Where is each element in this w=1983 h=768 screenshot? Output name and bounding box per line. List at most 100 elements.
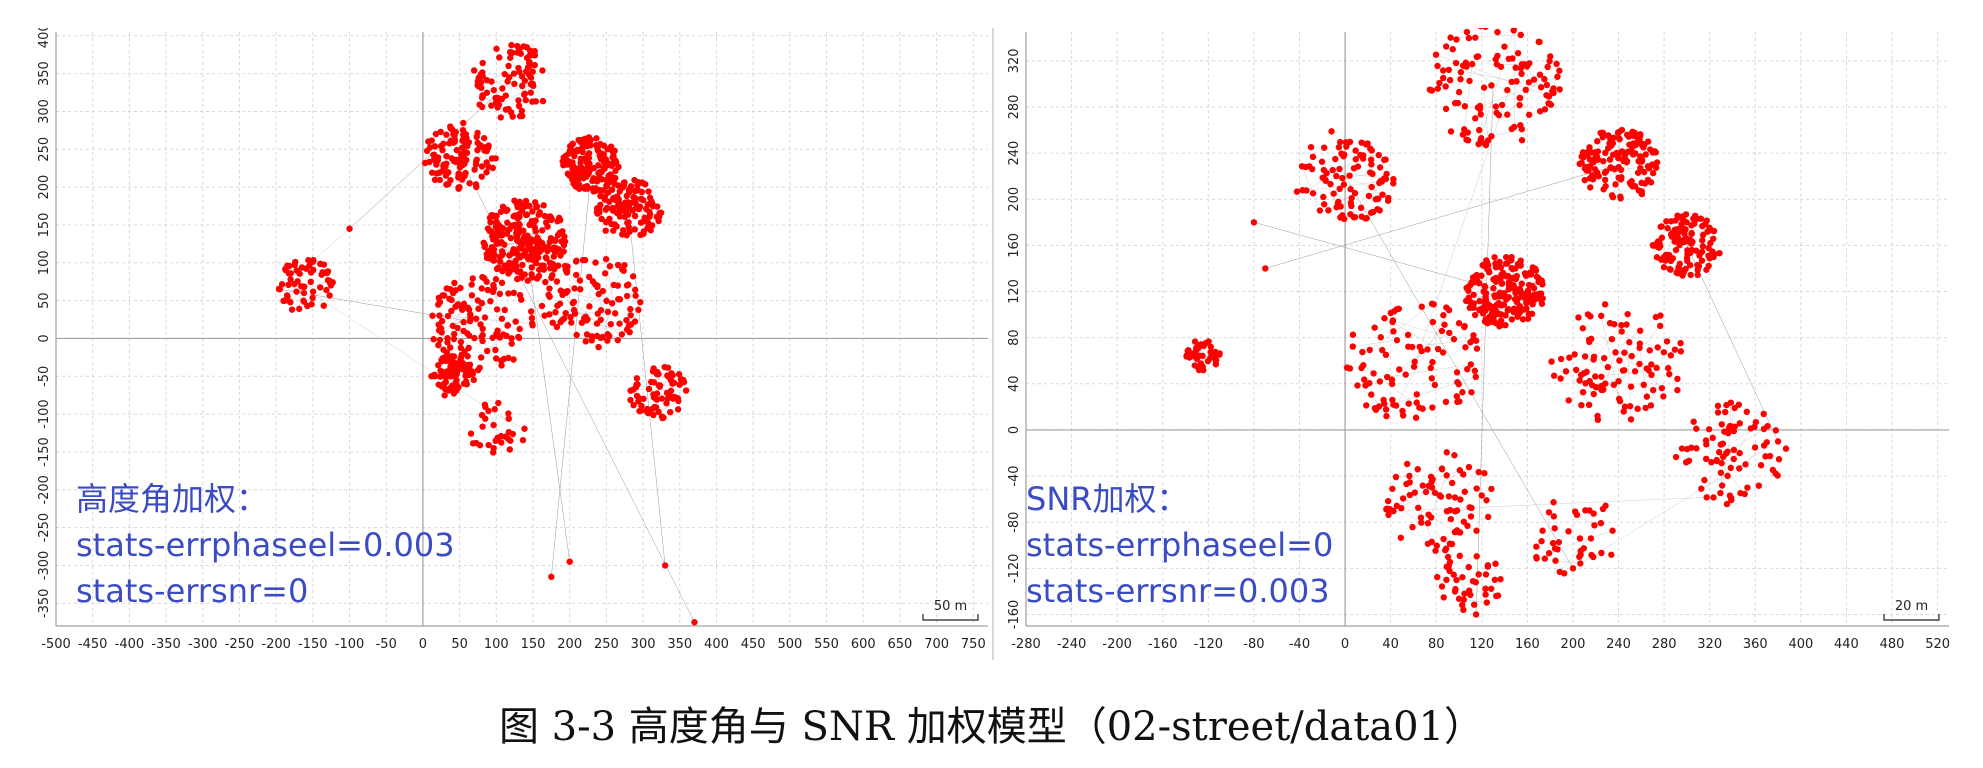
data-point [1736, 449, 1743, 457]
track-segment [498, 207, 518, 226]
data-point [475, 83, 482, 90]
data-point [433, 170, 440, 177]
data-point [1636, 360, 1643, 368]
data-point [1503, 296, 1510, 303]
data-point [1473, 485, 1480, 492]
data-point [1577, 560, 1584, 567]
data-point [556, 229, 563, 237]
data-point [514, 275, 521, 283]
x-tick-label: -200 [1102, 637, 1132, 652]
data-point [465, 332, 473, 339]
data-point [1705, 426, 1713, 433]
data-point [308, 301, 315, 308]
data-point [1443, 507, 1451, 515]
data-point [1599, 129, 1607, 137]
annotation-line: stats-errsnr=0 [76, 572, 308, 610]
data-point [489, 164, 496, 172]
track-segment [565, 292, 607, 302]
y-tick-label: 250 [37, 137, 52, 162]
data-point [600, 151, 608, 158]
data-point [1380, 396, 1387, 404]
track-segment [1450, 34, 1521, 38]
data-point [534, 234, 541, 241]
data-point [523, 54, 531, 62]
y-tick-label: 400 [37, 28, 52, 48]
data-point [468, 281, 475, 288]
data-point [660, 414, 667, 421]
data-point [1624, 310, 1631, 318]
track-segment [1463, 65, 1520, 99]
data-point [1715, 448, 1723, 456]
data-point [1674, 233, 1682, 241]
data-point [490, 285, 498, 292]
data-point [515, 238, 523, 245]
data-point [1760, 410, 1767, 418]
data-point [1652, 313, 1660, 321]
data-point [616, 296, 624, 303]
data-point [508, 335, 515, 342]
data-point [1688, 222, 1695, 229]
data-point [475, 305, 482, 312]
data-point [1752, 418, 1760, 426]
data-point [522, 96, 529, 104]
data-point [1453, 36, 1460, 43]
data-point [1480, 84, 1488, 91]
data-point [582, 338, 589, 345]
y-tick-label: 120 [1007, 279, 1022, 304]
data-point [1602, 182, 1609, 190]
data-point [557, 287, 564, 294]
data-point [1755, 482, 1763, 489]
data-point [436, 336, 444, 344]
data-point [555, 262, 562, 269]
data-point [1409, 523, 1416, 531]
data-point [461, 160, 468, 168]
data-point [501, 306, 508, 314]
data-point [1677, 348, 1685, 355]
data-point [1328, 128, 1335, 135]
data-point [1432, 547, 1439, 554]
track-segment [457, 327, 469, 349]
data-point [1329, 166, 1336, 174]
data-point [459, 126, 467, 134]
y-tick-label: 100 [37, 250, 52, 275]
data-point [1531, 291, 1538, 298]
data-point [1693, 445, 1700, 452]
data-point [614, 261, 622, 269]
data-point [1518, 70, 1525, 78]
x-tick-label: 550 [814, 637, 839, 652]
x-tick-label: 240 [1606, 637, 1631, 652]
data-point [1579, 325, 1587, 332]
data-point [1309, 153, 1317, 161]
track-segment [482, 413, 509, 427]
data-point [1416, 343, 1423, 351]
data-point [484, 286, 491, 294]
data-point [518, 82, 526, 90]
data-point [550, 253, 558, 260]
data-point [326, 292, 333, 299]
data-point [1428, 538, 1436, 546]
data-point [1580, 370, 1588, 377]
data-point [1599, 386, 1607, 394]
data-point [1433, 542, 1440, 549]
data-point [614, 282, 622, 289]
data-point [1444, 553, 1452, 561]
data-point [1647, 179, 1655, 186]
data-point [650, 365, 657, 372]
data-point [1703, 217, 1710, 224]
data-point [1481, 140, 1488, 147]
data-point [1390, 401, 1397, 408]
data-point [442, 172, 450, 179]
data-point [1590, 390, 1597, 398]
data-point [1608, 335, 1616, 343]
data-point [1461, 323, 1468, 331]
data-point [1454, 379, 1461, 386]
track-segment [1559, 522, 1602, 573]
data-point [1538, 300, 1546, 307]
data-point [1653, 364, 1660, 372]
data-point [561, 238, 569, 245]
data-point [1705, 244, 1712, 252]
data-point [527, 89, 534, 96]
data-point [448, 307, 455, 315]
data-point [1631, 140, 1638, 147]
data-point [508, 340, 515, 347]
